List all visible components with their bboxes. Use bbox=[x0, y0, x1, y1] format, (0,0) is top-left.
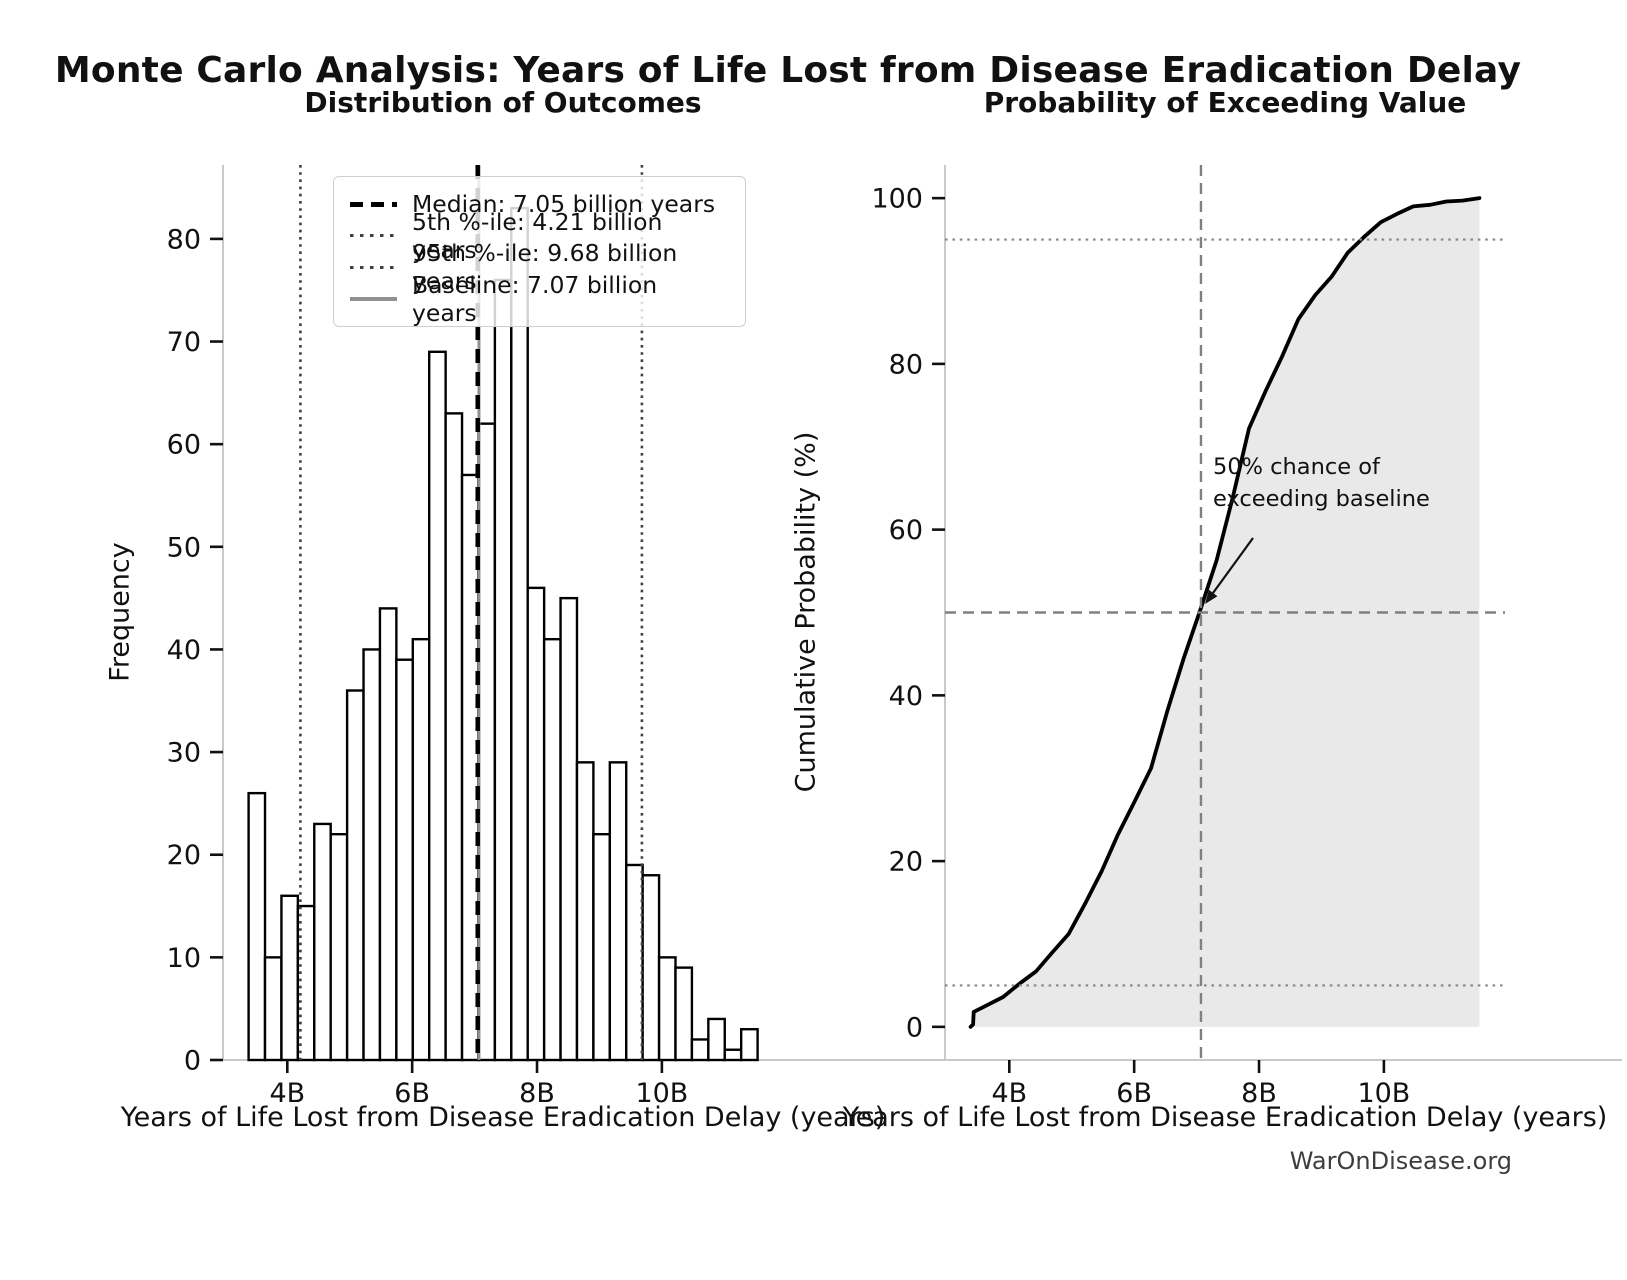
right-x-tick-label: 6B bbox=[1116, 1078, 1152, 1109]
right-y-tick-label: 40 bbox=[889, 681, 923, 712]
right-x-tick-label: 10B bbox=[1357, 1078, 1410, 1109]
left-y-tick-label: 80 bbox=[167, 224, 201, 255]
histogram-bar bbox=[280, 894, 300, 1062]
left-y-tick-label: 10 bbox=[167, 943, 201, 974]
right-x-tick-label: 8B bbox=[1241, 1078, 1277, 1109]
left-y-tick-label: 60 bbox=[167, 430, 201, 461]
histogram-bar bbox=[313, 822, 332, 1062]
histogram-bar bbox=[444, 412, 464, 1062]
histogram-bar bbox=[378, 607, 398, 1062]
histogram-bar bbox=[493, 278, 513, 1062]
histogram-bar bbox=[477, 422, 497, 1062]
left-y-tick-label: 30 bbox=[167, 738, 201, 769]
histogram-bar bbox=[362, 648, 382, 1062]
left-y-tick-label: 70 bbox=[167, 327, 201, 358]
right-y-tick-label: 20 bbox=[889, 847, 923, 878]
left-y-tick-label: 50 bbox=[167, 532, 201, 563]
right-y-tick-label: 0 bbox=[906, 1012, 923, 1043]
left-y-tick-label: 0 bbox=[184, 1046, 201, 1077]
histogram-bar bbox=[575, 761, 595, 1062]
left-x-tick-label: 4B bbox=[269, 1078, 305, 1109]
histogram-bar bbox=[690, 1038, 710, 1062]
histogram-bar bbox=[723, 1048, 743, 1062]
histogram-bar bbox=[608, 761, 628, 1062]
annotation-arrow-line bbox=[1212, 537, 1254, 594]
histogram-bar bbox=[707, 1017, 726, 1062]
histogram-bar bbox=[395, 658, 414, 1062]
annotation-arrowhead bbox=[1205, 589, 1218, 604]
histogram-bar bbox=[739, 1028, 759, 1062]
histogram-bar bbox=[263, 956, 283, 1062]
right-y-tick-label: 60 bbox=[889, 515, 923, 546]
left-x-tick-label: 6B bbox=[394, 1078, 430, 1109]
histogram-bar bbox=[559, 596, 579, 1062]
histogram-bar bbox=[526, 586, 546, 1062]
histogram-bar bbox=[625, 863, 644, 1062]
right-y-tick-label: 100 bbox=[871, 184, 923, 215]
histogram-bar bbox=[510, 206, 529, 1062]
histogram-bar bbox=[411, 637, 431, 1062]
histogram-bar bbox=[428, 350, 447, 1062]
histogram-bar bbox=[345, 689, 365, 1062]
histogram-bar bbox=[329, 832, 349, 1062]
left-x-tick-label: 10B bbox=[635, 1078, 688, 1109]
right-x-tick-label: 4B bbox=[991, 1078, 1027, 1109]
histogram-bar bbox=[641, 874, 661, 1062]
cdf-curve bbox=[968, 196, 1482, 1029]
left-y-tick-label: 20 bbox=[167, 840, 201, 871]
left-x-tick-label: 8B bbox=[519, 1078, 555, 1109]
right-y-tick-label: 80 bbox=[889, 349, 923, 380]
histogram-bar bbox=[247, 791, 267, 1062]
histogram-bar bbox=[592, 832, 612, 1062]
histogram-bar bbox=[657, 956, 677, 1062]
histogram-bar bbox=[542, 637, 562, 1062]
left-y-tick-label: 40 bbox=[167, 635, 201, 666]
histogram-bar bbox=[674, 966, 694, 1062]
